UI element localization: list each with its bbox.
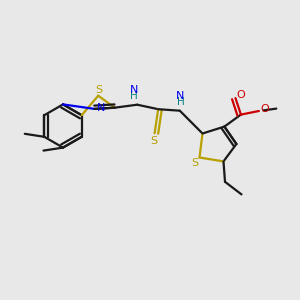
Text: O: O xyxy=(236,90,245,100)
Text: H: H xyxy=(130,91,138,101)
Text: H: H xyxy=(176,97,184,107)
Text: N: N xyxy=(97,103,105,113)
Text: S: S xyxy=(150,136,158,146)
Text: S: S xyxy=(191,158,199,168)
Text: S: S xyxy=(95,85,102,95)
Text: N: N xyxy=(130,85,138,95)
Text: N: N xyxy=(176,91,184,101)
Text: O: O xyxy=(260,104,269,115)
